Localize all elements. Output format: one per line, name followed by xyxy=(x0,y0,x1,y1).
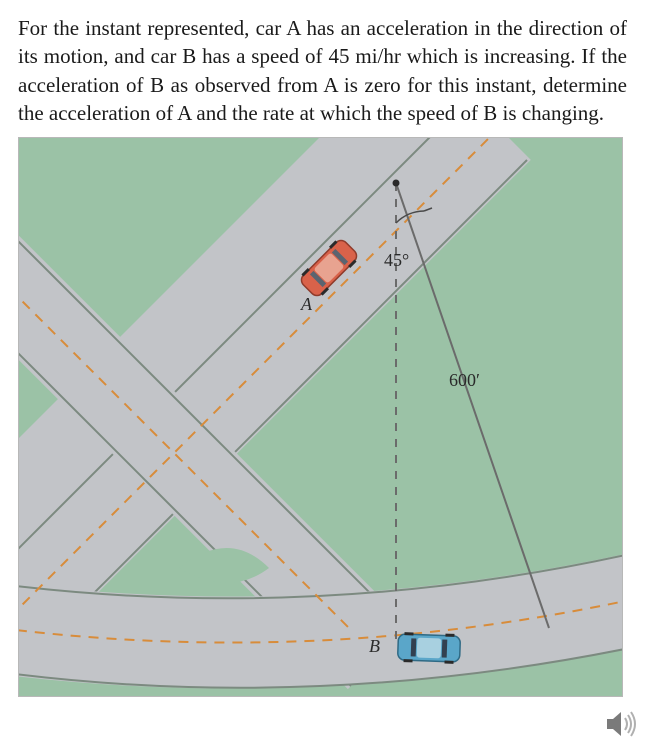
car-b xyxy=(397,632,460,664)
car-b-label: B xyxy=(369,636,380,657)
figure: 45° 600′ A B xyxy=(18,137,623,697)
problem-text-body: For the instant represented, car A has a… xyxy=(18,16,627,125)
road-bottom-curve xyxy=(19,598,623,643)
radius-line xyxy=(396,183,549,628)
angle-label: 45° xyxy=(384,250,409,271)
speaker-icon[interactable] xyxy=(603,706,639,742)
arc-center-dot xyxy=(393,180,400,187)
radius-label: 600′ xyxy=(449,370,480,391)
car-a-label: A xyxy=(301,294,312,315)
problem-statement: For the instant represented, car A has a… xyxy=(18,14,627,127)
road-diagram xyxy=(19,138,623,697)
